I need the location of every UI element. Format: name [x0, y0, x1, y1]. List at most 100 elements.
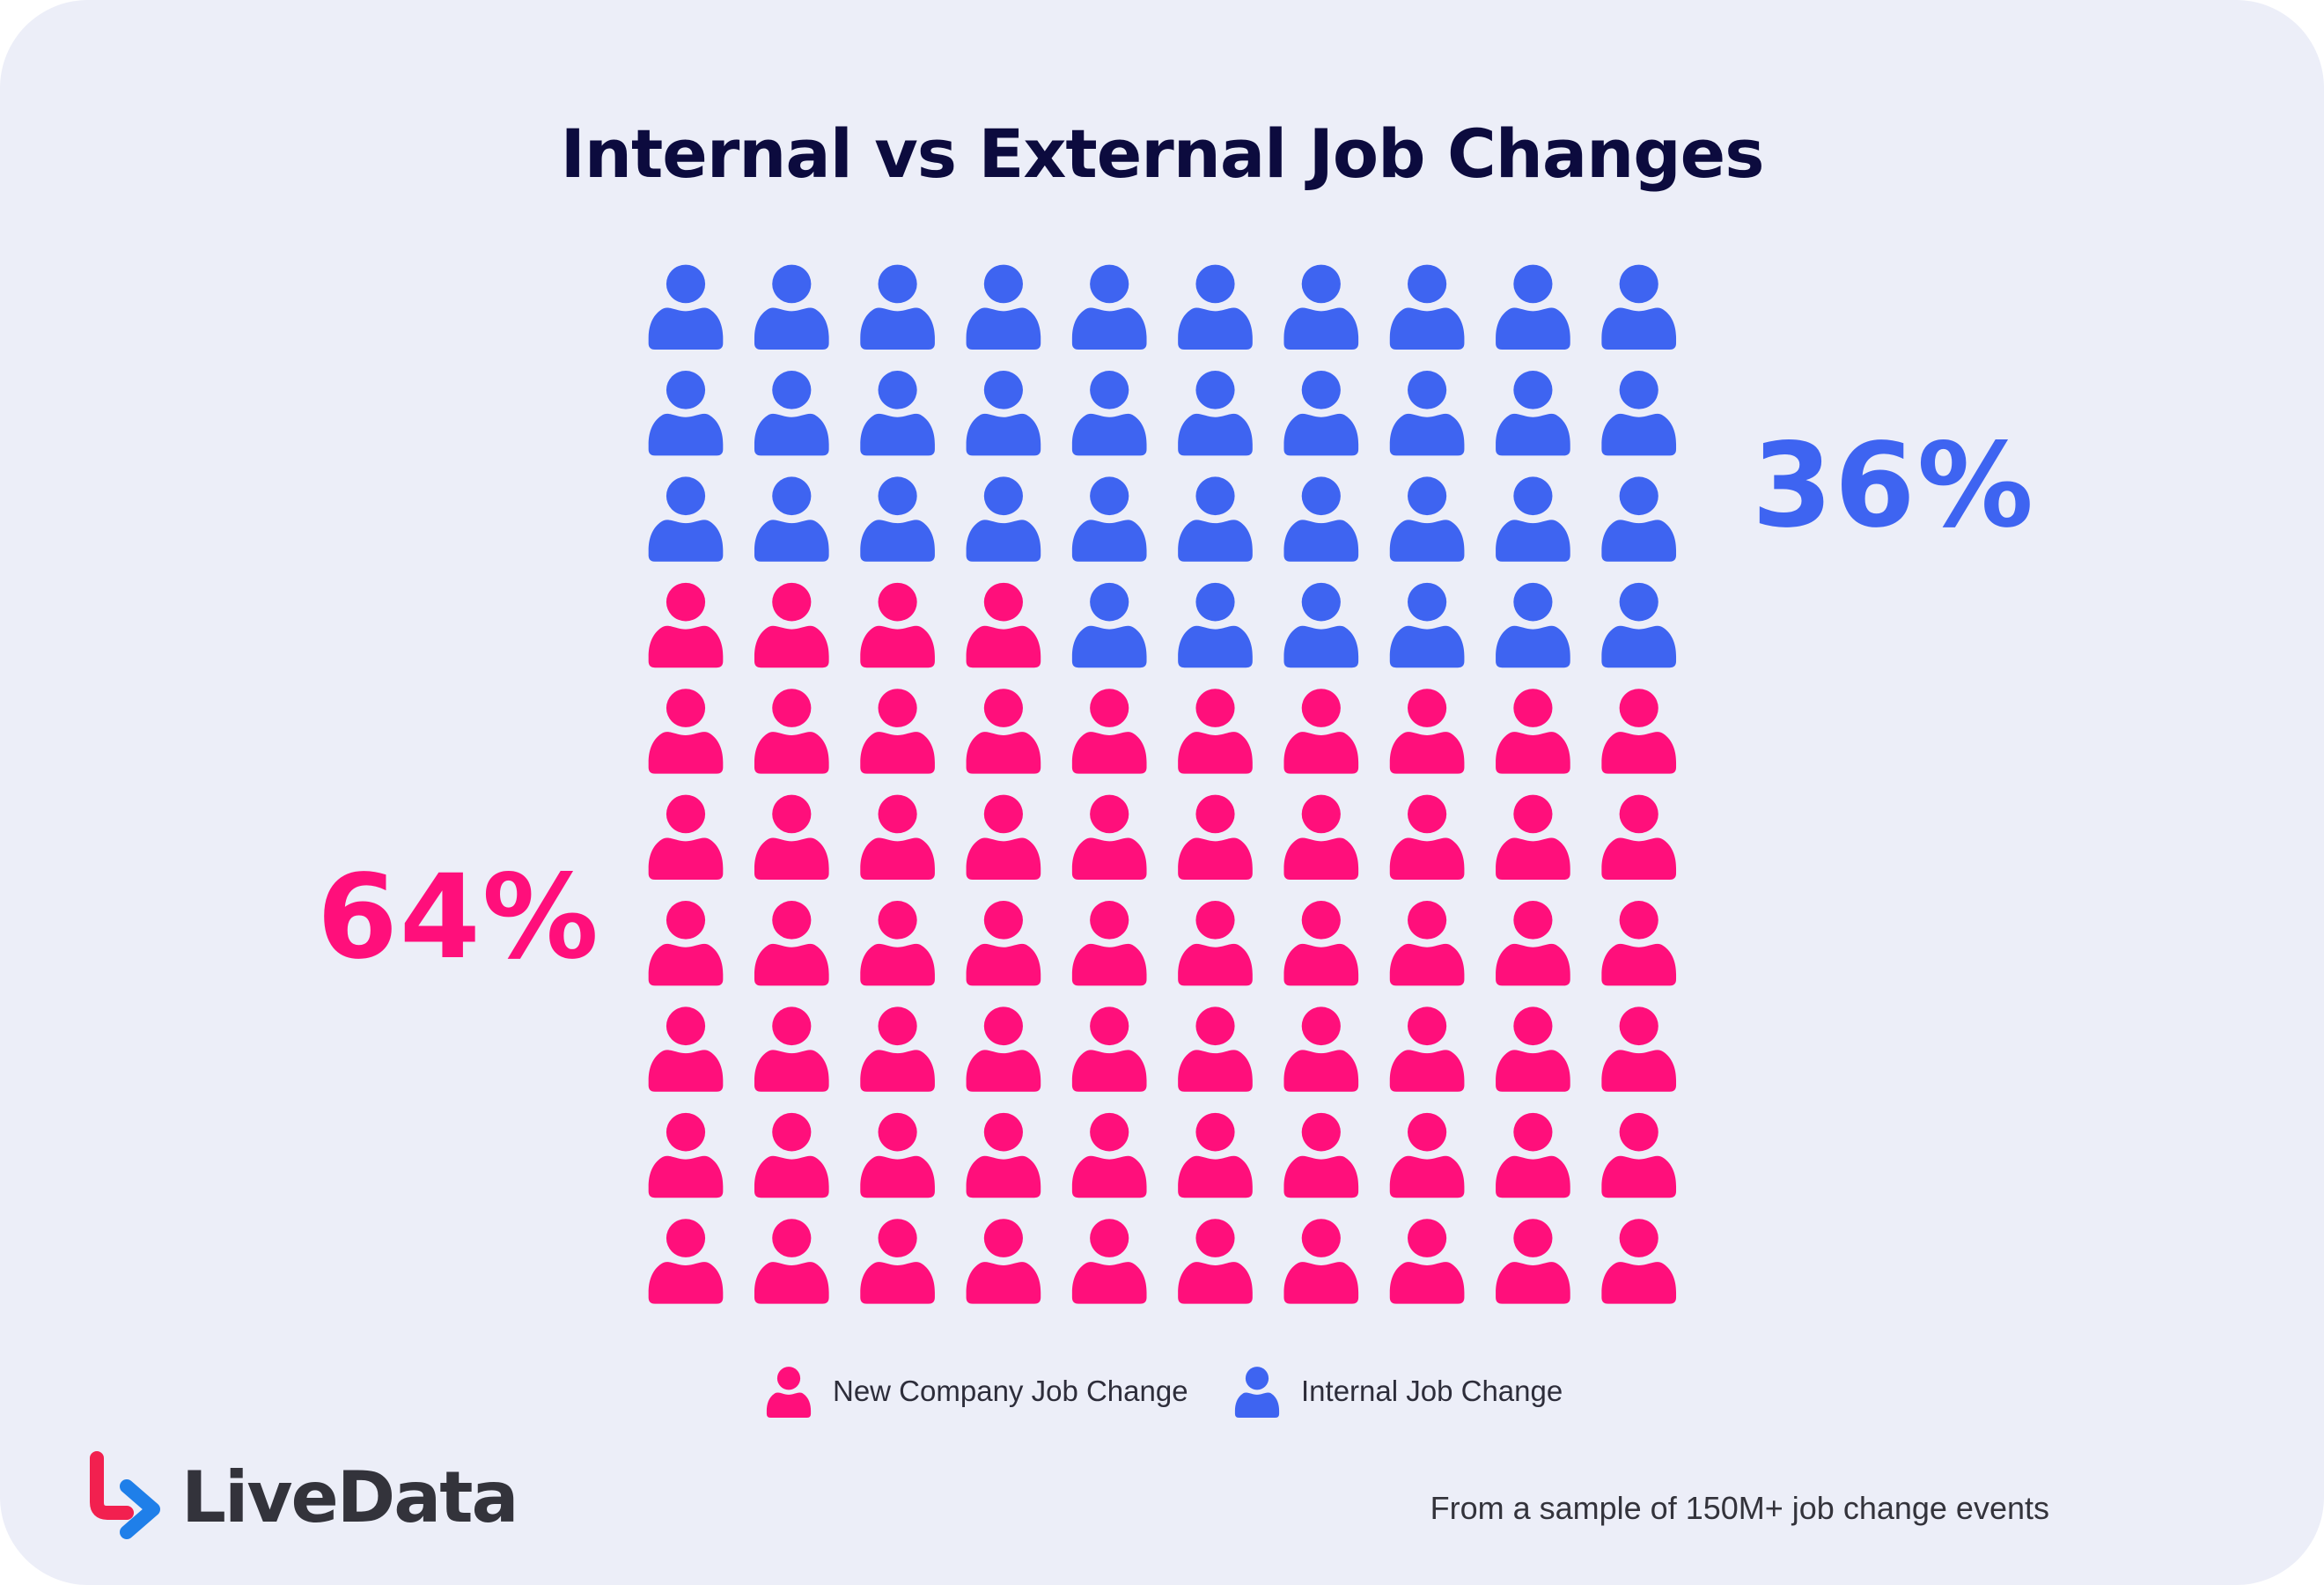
- person-icon-new-company: [1071, 1219, 1147, 1304]
- person-icon-internal: [754, 264, 829, 350]
- person-icon-internal: [1283, 264, 1359, 350]
- person-icon-new-company: [648, 582, 724, 668]
- person-icon-internal: [1496, 371, 1570, 456]
- person-icon-internal: [1496, 582, 1570, 668]
- person-icon-internal: [1601, 476, 1677, 562]
- person-icon-new-company: [1496, 901, 1570, 986]
- person-icon-internal: [1601, 371, 1677, 456]
- person-icon-internal: [1496, 476, 1570, 562]
- person-icon-new-company: [1178, 901, 1253, 986]
- person-icon-new-company: [860, 794, 935, 880]
- person-icon-new-company: [1389, 689, 1465, 774]
- new-company-percentage-label: 64%: [317, 850, 600, 985]
- livedata-logo-icon: [90, 1451, 160, 1539]
- person-icon-new-company: [1601, 689, 1677, 774]
- person-icon-new-company: [648, 901, 724, 986]
- person-icon-internal: [648, 371, 724, 456]
- legend-label-internal: Internal Job Change: [1301, 1375, 1563, 1407]
- person-icon-internal: [648, 476, 724, 562]
- person-icon-new-company: [1601, 1112, 1677, 1198]
- person-icon-new-company: [754, 794, 829, 880]
- person-icon-new-company: [1178, 689, 1253, 774]
- person-icon-new-company: [1071, 1112, 1147, 1198]
- person-icon-new-company: [1389, 901, 1465, 986]
- person-icon-new-company: [966, 794, 1041, 880]
- person-icon-internal: [966, 476, 1041, 562]
- person-icon-new-company: [1071, 689, 1147, 774]
- livedata-logo: LiveData: [86, 1444, 518, 1550]
- person-icon-new-company: [1389, 1006, 1465, 1092]
- person-icon-new-company: [648, 689, 724, 774]
- person-icon-new-company: [860, 689, 935, 774]
- person-icon-internal: [1389, 371, 1465, 456]
- person-icon-new-company: [648, 1219, 724, 1304]
- person-icon-new-company: [1283, 901, 1359, 986]
- person-icon-new-company: [754, 1112, 829, 1198]
- internal-percentage-label: 36%: [1752, 418, 2035, 554]
- person-icon-internal: [1601, 264, 1677, 350]
- person-icon-new-company: [860, 582, 935, 668]
- person-icon-internal: [860, 371, 935, 456]
- person-icon-new-company: [1071, 794, 1147, 880]
- person-icon-internal: [1283, 582, 1359, 668]
- person-icon-internal: [1496, 264, 1570, 350]
- footnote: From a sample of 150M+ job change events: [1430, 1490, 2049, 1526]
- person-icon-internal: [648, 264, 724, 350]
- person-icon-new-company: [966, 1112, 1041, 1198]
- chart-title: Internal vs External Job Changes: [560, 114, 1765, 193]
- legend-label-new-company: New Company Job Change: [833, 1375, 1188, 1407]
- person-icon: [766, 1367, 812, 1418]
- person-icon-new-company: [1071, 901, 1147, 986]
- person-icon-new-company: [754, 1006, 829, 1092]
- person-icon-new-company: [648, 1112, 724, 1198]
- person-icon-new-company: [1283, 794, 1359, 880]
- person-icon-new-company: [754, 582, 829, 668]
- person-icon-internal: [1389, 476, 1465, 562]
- person-icon-new-company: [1496, 1112, 1570, 1198]
- person-icon-new-company: [966, 1006, 1041, 1092]
- person-icon-internal: [1071, 582, 1147, 668]
- person-icon-internal: [966, 264, 1041, 350]
- person-icon-internal: [1178, 476, 1253, 562]
- person-icon-new-company: [1496, 1219, 1570, 1304]
- person-icon-new-company: [1389, 1219, 1465, 1304]
- person-icon-internal: [1178, 582, 1253, 668]
- person-icon-new-company: [1389, 794, 1465, 880]
- person-icon-new-company: [1283, 689, 1359, 774]
- person-icon-new-company: [1178, 794, 1253, 880]
- person-icon-new-company: [1601, 1219, 1677, 1304]
- person-icon-new-company: [1071, 1006, 1147, 1092]
- person-icon-internal: [860, 264, 935, 350]
- person-icon-new-company: [1601, 901, 1677, 986]
- person-icon-new-company: [860, 901, 935, 986]
- person-icon-new-company: [1178, 1006, 1253, 1092]
- person-icon-internal: [754, 476, 829, 562]
- person-icon-internal: [860, 476, 935, 562]
- person-icon: [1234, 1367, 1280, 1418]
- legend-item-new-company: New Company Job Change: [764, 1360, 1188, 1422]
- person-icon-new-company: [648, 794, 724, 880]
- brand-name: LiveData: [181, 1456, 518, 1538]
- person-icon-internal: [1283, 476, 1359, 562]
- person-icon-internal: [1178, 371, 1253, 456]
- person-icon-internal: [966, 371, 1041, 456]
- person-icon-new-company: [754, 689, 829, 774]
- person-icon-internal: [1071, 264, 1147, 350]
- person-icon-internal: [1601, 582, 1677, 668]
- person-icon-new-company: [860, 1006, 935, 1092]
- person-icon-internal: [1389, 264, 1465, 350]
- person-icon-internal: [1389, 582, 1465, 668]
- person-icon-new-company: [1283, 1112, 1359, 1198]
- person-icon-new-company: [1496, 1006, 1570, 1092]
- person-icon-internal: [1071, 476, 1147, 562]
- person-icon-new-company: [1389, 1112, 1465, 1198]
- person-icon-new-company: [648, 1006, 724, 1092]
- person-icon-new-company: [1283, 1219, 1359, 1304]
- person-icon-internal: [1071, 371, 1147, 456]
- person-icon-new-company: [966, 1219, 1041, 1304]
- person-icon-new-company: [1178, 1112, 1253, 1198]
- legend-item-internal: Internal Job Change: [1232, 1360, 1563, 1422]
- person-icon-new-company: [1496, 689, 1570, 774]
